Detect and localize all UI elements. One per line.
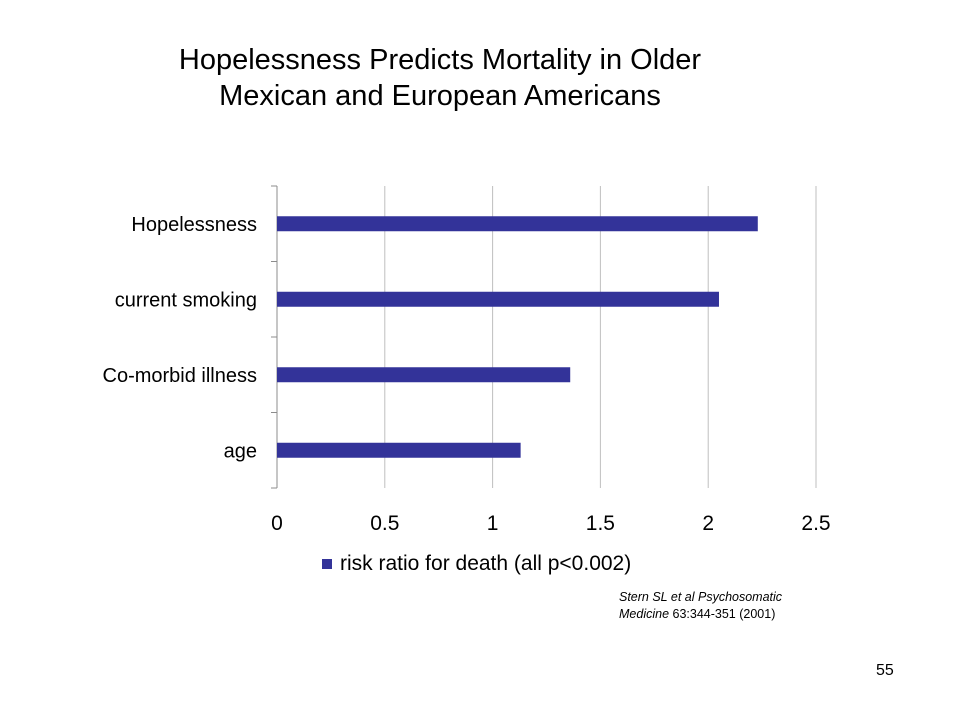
x-tick-label: 2	[702, 512, 714, 535]
title-line-2: Mexican and European Americans	[219, 80, 661, 112]
x-tick-label: 0.5	[370, 512, 399, 535]
category-label: Hopelessness	[131, 214, 257, 236]
bar-age	[277, 442, 521, 458]
bar-co-morbid-illness	[277, 367, 571, 383]
legend-label: risk ratio for death (all p<0.002)	[340, 552, 632, 575]
legend-swatch	[322, 559, 332, 569]
category-label: age	[224, 440, 257, 462]
category-label: Co-morbid illness	[103, 365, 258, 387]
citation-details: 63:344-351 (2001)	[669, 607, 776, 621]
citation-journal: Medicine	[619, 607, 670, 621]
bar-hopelessness	[277, 216, 758, 232]
x-tick-label: 2.5	[801, 512, 830, 535]
slide-title: Hopelessness Predicts Mortality in Older…	[110, 42, 770, 114]
bar-current-smoking	[277, 291, 719, 307]
x-tick-label: 1	[487, 512, 499, 535]
x-tick-label: 1.5	[586, 512, 615, 535]
citation-line-2: Medicine 63:344-351 (2001)	[619, 606, 782, 623]
x-tick-label: 0	[271, 512, 283, 535]
citation-line-1: Stern SL et al Psychosomatic	[619, 589, 782, 606]
citation: Stern SL et al Psychosomatic Medicine 63…	[619, 589, 782, 623]
title-line-1: Hopelessness Predicts Mortality in Older	[178, 44, 702, 76]
chart-legend: risk ratio for death (all p<0.002)	[322, 552, 631, 576]
category-label: current smoking	[115, 289, 257, 311]
page-number: 55	[876, 662, 894, 679]
citation-authors: Stern SL et al Psychosomatic	[619, 590, 783, 604]
